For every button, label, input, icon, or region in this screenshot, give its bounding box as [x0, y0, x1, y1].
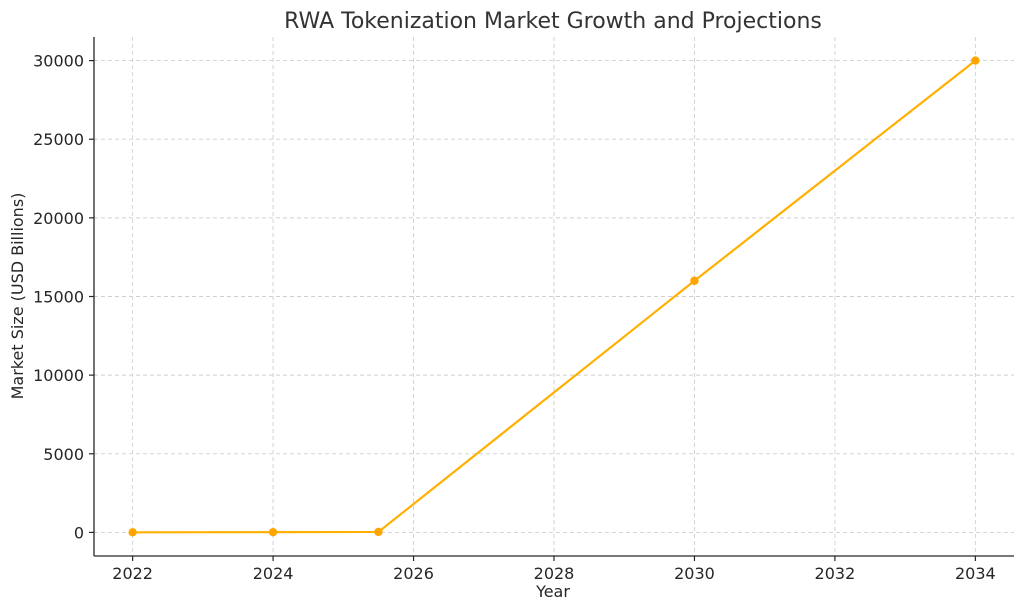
data-point	[128, 528, 137, 537]
x-tick-label: 2030	[674, 564, 715, 583]
x-tick-label: 2032	[815, 564, 856, 583]
chart-title: RWA Tokenization Market Growth and Proje…	[284, 9, 822, 34]
y-tick-label: 10000	[33, 366, 84, 385]
data-point	[690, 276, 699, 285]
x-tick-label: 2028	[534, 564, 575, 583]
y-tick-label: 20000	[33, 209, 84, 228]
series-layer	[128, 56, 980, 537]
y-tick-label: 30000	[33, 52, 84, 71]
y-tick-label: 5000	[43, 445, 84, 464]
x-tick-label: 2034	[955, 564, 996, 583]
y-axis-label: Market Size (USD Billions)	[8, 193, 27, 400]
ticks-layer: 2022 2024 2026 2028 2030 2032 2034 0 5000 10000 15…	[33, 52, 996, 583]
data-point	[268, 527, 278, 537]
x-tick-label: 2024	[253, 564, 294, 583]
y-tick-label: 15000	[33, 288, 84, 307]
data-point	[374, 527, 383, 537]
y-tick-label: 0	[74, 523, 84, 542]
x-tick-label: 2022	[112, 564, 153, 583]
x-axis-label: Year	[535, 582, 570, 601]
grid-layer	[94, 37, 1014, 556]
x-tick-label: 2026	[393, 564, 434, 583]
y-tick-label: 25000	[33, 130, 84, 149]
data-point	[971, 56, 980, 65]
